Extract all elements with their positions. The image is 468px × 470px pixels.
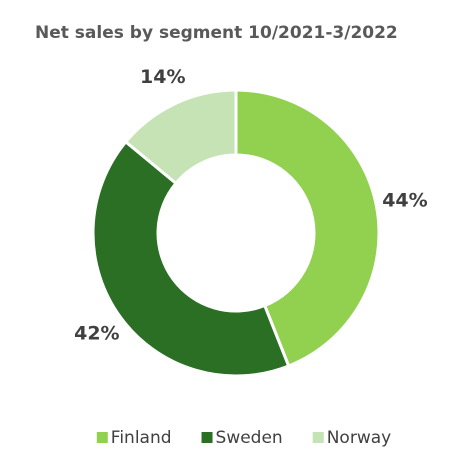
- legend-label: Norway: [327, 428, 392, 448]
- legend-label: Sweden: [216, 428, 283, 448]
- legend-swatch: [312, 432, 324, 443]
- legend-swatch: [201, 432, 213, 443]
- donut-segment: [234, 88, 381, 368]
- chart-title: Net sales by segment 10/2021-3/2022: [35, 23, 398, 43]
- legend-label: Finland: [111, 428, 172, 448]
- donut-segment: [91, 139, 291, 378]
- value-label: 42%: [74, 323, 119, 345]
- donut-segment: [123, 88, 238, 186]
- legend-swatch: [96, 432, 108, 443]
- value-label: 44%: [382, 189, 427, 211]
- value-label: 14%: [140, 66, 185, 88]
